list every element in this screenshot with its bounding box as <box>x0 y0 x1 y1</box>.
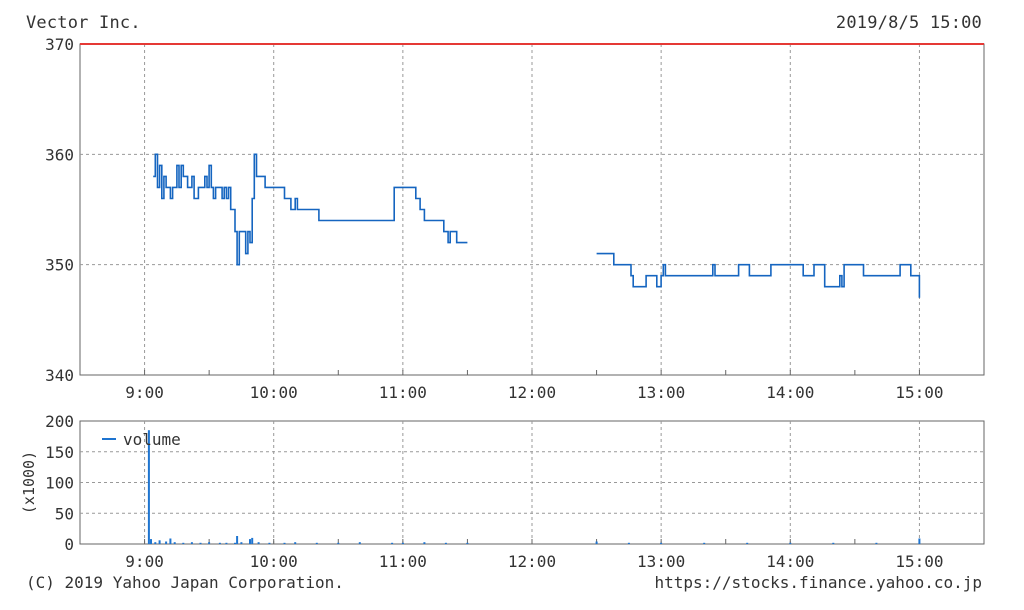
price-xtick-label: 15:00 <box>895 383 943 402</box>
volume-xtick-label: 11:00 <box>379 552 427 571</box>
volume-ytick-label: 50 <box>55 504 74 523</box>
volume-legend-label: volume <box>123 430 181 449</box>
volume-bar <box>283 542 286 544</box>
volume-bar <box>268 542 271 544</box>
price-line-afternoon <box>596 252 921 298</box>
price-line-morning <box>153 153 468 266</box>
price-xtick-label: 9:00 <box>125 383 164 402</box>
volume-xtick-label: 14:00 <box>766 552 814 571</box>
volume-bar <box>208 542 211 544</box>
volume-ylabel: (x1000) <box>20 451 38 514</box>
volume-bar <box>832 542 835 544</box>
volume-bar <box>199 542 202 544</box>
volume-bar <box>225 542 228 544</box>
volume-bar <box>660 542 663 544</box>
volume-ytick-label: 150 <box>45 443 74 462</box>
company-name: Vector Inc. <box>26 13 141 33</box>
volume-bar <box>165 541 168 544</box>
volume-bar <box>257 542 260 544</box>
volume-bar <box>358 542 361 544</box>
volume-bar <box>875 542 878 544</box>
volume-xtick-label: 13:00 <box>637 552 685 571</box>
volume-bar <box>444 542 447 544</box>
volume-bar <box>240 542 243 544</box>
volume-bar <box>150 539 152 544</box>
volume-bar <box>190 542 193 544</box>
price-xtick-label: 11:00 <box>379 383 427 402</box>
price-ytick-label: 340 <box>45 366 74 385</box>
volume-bar <box>182 542 185 544</box>
volume-xtick-label: 12:00 <box>508 552 556 571</box>
volume-bar <box>391 542 394 544</box>
volume-ytick-label: 100 <box>45 474 74 493</box>
volume-bar <box>251 537 254 544</box>
volume-bar <box>423 542 426 544</box>
volume-bar <box>236 536 239 544</box>
volume-ytick-label: 0 <box>64 535 74 554</box>
volume-bar <box>169 538 172 544</box>
volume-bar <box>147 430 150 544</box>
volume-bar <box>154 542 157 544</box>
price-ytick-label: 360 <box>45 145 74 164</box>
volume-ytick-label: 200 <box>45 412 74 431</box>
price-ytick-label: 370 <box>45 35 74 54</box>
volume-xtick-label: 10:00 <box>250 552 298 571</box>
volume-xtick-label: 9:00 <box>125 552 164 571</box>
volume-bar <box>315 542 318 544</box>
volume-bar <box>218 542 221 544</box>
volume-xtick-label: 15:00 <box>895 552 943 571</box>
price-panel: 340 350 360 370 9:00 10:00 11:00 12:00 13:00 14:0… <box>45 35 985 402</box>
volume-bar <box>627 542 630 544</box>
volume-bar <box>158 540 161 544</box>
copyright-text: (C) 2019 Yahoo Japan Corporation. <box>26 573 344 592</box>
price-xtick-label: 10:00 <box>250 383 298 402</box>
price-ytick-label: 350 <box>45 256 74 275</box>
chart-datetime: 2019/8/5 15:00 <box>835 13 982 33</box>
volume-bar <box>746 542 749 544</box>
source-url-link[interactable]: https://stocks.finance.yahoo.co.jp <box>654 573 982 592</box>
volume-bar <box>918 538 921 544</box>
price-xtick-label: 13:00 <box>637 383 685 402</box>
volume-bar <box>234 542 236 544</box>
volume-bar <box>703 542 706 544</box>
price-xtick-label: 14:00 <box>766 383 814 402</box>
volume-bar <box>595 541 598 544</box>
volume-bar <box>401 542 404 544</box>
volume-bar <box>249 539 251 544</box>
volume-bar <box>173 542 176 544</box>
volume-bar <box>789 542 792 544</box>
volume-bar <box>466 542 469 544</box>
price-xtick-label: 12:00 <box>508 383 556 402</box>
volume-panel: 0 50 100 150 200 9:00 10:00 11:00 12:00 13:00 14:0… <box>20 412 985 571</box>
volume-bar <box>294 542 297 544</box>
volume-bar <box>337 542 340 544</box>
